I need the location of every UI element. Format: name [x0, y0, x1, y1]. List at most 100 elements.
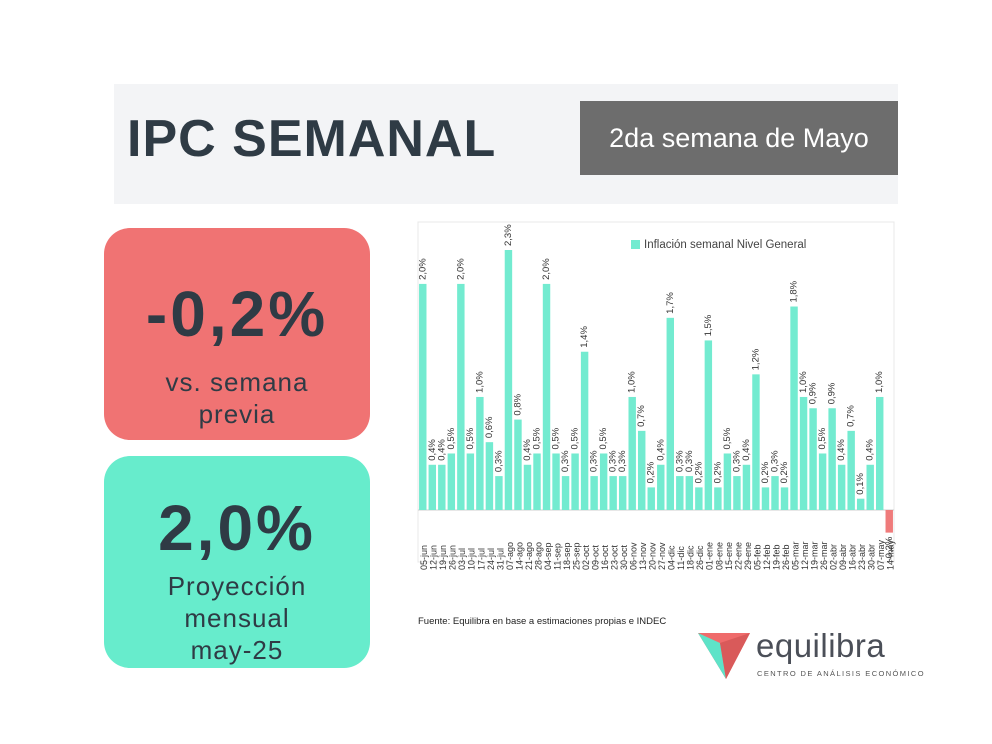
- bar: [799, 396, 808, 510]
- x-tick-label: 16-oct: [600, 544, 610, 570]
- bar: [628, 396, 636, 510]
- brand-name: equilibra: [756, 627, 886, 664]
- x-tick-label: 19-jun: [438, 545, 448, 570]
- data-label: 0,5%: [817, 427, 828, 449]
- x-tick-label: 14-may: [886, 539, 896, 570]
- data-label: 0,4%: [655, 439, 666, 461]
- x-tick-label: 26-feb: [781, 544, 791, 570]
- bar: [657, 464, 665, 510]
- data-label: 0,3%: [770, 450, 781, 472]
- bar: [733, 476, 741, 510]
- data-label: 0,2%: [646, 461, 657, 483]
- data-label: 1,5%: [703, 314, 714, 336]
- x-tick-label: 05-feb: [752, 544, 762, 570]
- x-tick-label: 04-dic: [667, 545, 677, 570]
- x-tick-label: 20-nov: [648, 542, 658, 570]
- bar: [647, 487, 655, 510]
- brand-tagline: CENTRO DE ANÁLISIS ECONÓMICO: [757, 669, 925, 678]
- x-tick-label: 11-dic: [676, 546, 686, 570]
- x-tick-label: 23-abr: [857, 544, 867, 570]
- monthly-projection-caption: Proyección mensual may-25: [104, 570, 370, 666]
- x-tick-label: 25-sep: [571, 542, 581, 570]
- data-label: 0,5%: [551, 427, 562, 449]
- bar: [561, 476, 570, 510]
- x-tick-label: 18-dic: [686, 545, 696, 570]
- bar: [771, 476, 779, 510]
- x-tick-label: 08-ene: [714, 542, 724, 570]
- bar: [618, 476, 627, 510]
- bar: [723, 453, 732, 510]
- x-tick-label: 23-oct: [610, 544, 620, 570]
- bar: [837, 464, 846, 510]
- x-tick-label: 19-feb: [771, 544, 781, 570]
- monthly-projection-card: 2,0% Proyección mensual may-25: [104, 456, 370, 668]
- bar: [523, 464, 532, 510]
- weekly-change-value: -0,2%: [145, 278, 329, 350]
- bar: [818, 453, 827, 510]
- data-label: 2,0%: [417, 258, 428, 280]
- x-tick-label: 02-abr: [828, 544, 838, 570]
- weekly-change-card: -0,2% vs. semana previa: [104, 228, 370, 440]
- x-tick-label: 17-jul: [476, 548, 486, 570]
- x-tick-label: 10-jul: [467, 548, 477, 570]
- bar: [438, 464, 446, 510]
- bar: [666, 317, 674, 510]
- data-label: -0,2%: [884, 536, 895, 561]
- data-label: 1,0%: [874, 371, 885, 393]
- x-tick-label: 05-mar: [790, 541, 800, 570]
- data-label: 1,7%: [665, 292, 676, 314]
- data-label: 0,3%: [684, 450, 695, 472]
- monthly-projection-value: 2,0%: [158, 492, 316, 564]
- chart-source-note: Fuente: Equilibra en base a estimaciones…: [418, 616, 667, 627]
- bar: [609, 476, 617, 510]
- bar: [828, 408, 836, 510]
- bar: [638, 430, 646, 510]
- bar: [457, 283, 465, 510]
- bar: [419, 283, 427, 510]
- data-label: 0,5%: [570, 427, 581, 449]
- x-tick-label: 16-abr: [848, 544, 858, 570]
- x-tick-label: 11-sep: [552, 543, 562, 570]
- x-tick-label: 09-abr: [838, 544, 848, 570]
- data-label: 0,4%: [522, 439, 533, 461]
- x-tick-label: 13-nov: [638, 542, 648, 570]
- bar: [447, 453, 456, 510]
- weekly-caption-line-1: vs. semana: [165, 367, 309, 397]
- data-label: 0,3%: [589, 450, 600, 472]
- equilibra-logo-icon: [698, 633, 750, 679]
- x-tick-label: 21-ago: [524, 542, 534, 570]
- data-label: 0,9%: [808, 382, 819, 404]
- bar: [752, 374, 760, 510]
- x-tick-label: 19-mar: [809, 541, 819, 570]
- x-tick-label: 14-ago: [514, 542, 524, 570]
- x-tick-label: 12-mar: [800, 541, 810, 570]
- data-label: 0,4%: [836, 439, 847, 461]
- weekly-change-caption: vs. semana previa: [104, 366, 370, 430]
- bar: [695, 487, 703, 510]
- x-tick-label: 26-jun: [448, 545, 458, 570]
- bar: [704, 340, 713, 510]
- data-label: 0,5%: [598, 427, 609, 449]
- legend-label: Inflación semanal Nivel General: [644, 239, 806, 251]
- bar: [571, 453, 579, 510]
- x-tick-label: 09-oct: [590, 544, 600, 570]
- x-tick-label: 01-ene: [705, 542, 715, 570]
- weekly-caption-line-2: previa: [198, 399, 276, 429]
- page-title: IPC SEMANAL: [127, 110, 497, 168]
- bar: [466, 453, 475, 510]
- x-tick-label: 28-ago: [533, 542, 543, 570]
- data-label: 0,5%: [446, 427, 457, 449]
- x-tick-label: 30-oct: [619, 544, 629, 570]
- x-tick-label: 18-sep: [562, 542, 572, 570]
- x-tick-label: 27-nov: [657, 542, 667, 570]
- brand-logo: equilibra CENTRO DE ANÁLISIS ECONÓMICO: [696, 627, 924, 683]
- data-label: 0,2%: [693, 461, 704, 483]
- x-tick-label: 02-oct: [581, 544, 591, 570]
- bar: [885, 510, 893, 533]
- bar: [761, 487, 770, 510]
- data-label: 0,2%: [760, 461, 771, 483]
- legend-swatch: [631, 240, 640, 249]
- bar: [495, 476, 503, 510]
- data-label: 0,9%: [827, 382, 838, 404]
- monthly-caption-line-1: Proyección: [167, 571, 307, 601]
